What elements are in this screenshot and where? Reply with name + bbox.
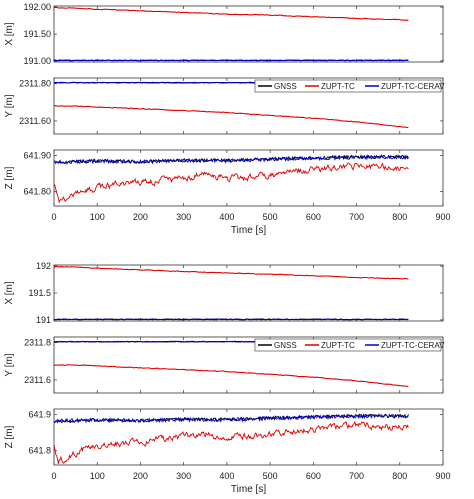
series-line-zupt-tc-cerav	[53, 318, 409, 321]
panel-0-2: 0 100 200 300 400 500 600 700 800 900 641.90 641.80…	[4, 149, 451, 222]
x-tick-label: 600	[306, 471, 321, 481]
y-tick-label: 641.90	[23, 150, 51, 160]
series-line-zupt-tc	[53, 420, 409, 464]
panel-0-1: 2311.80 2311.60 Y [m] GNSS ZUPT-TC ZUPT-TC-CE…	[4, 77, 445, 135]
x-tick-label: 600	[306, 212, 321, 222]
x-tick-label: 300	[176, 471, 191, 481]
y-axis-label: Z [m]	[4, 425, 15, 448]
x-tick-label: 800	[392, 471, 407, 481]
y-tick-label: 192.00	[23, 2, 51, 12]
y-tick-label: 191.5	[28, 288, 51, 298]
y-tick-label: 191	[36, 315, 51, 325]
y-axis-label: X [m]	[4, 281, 15, 305]
legend-entry: ZUPT-TC-CERAV	[381, 341, 445, 350]
y-tick-label: 641.8	[28, 446, 51, 456]
series-line-zupt-tc	[53, 105, 409, 129]
y-tick-label: 2311.6	[24, 375, 51, 385]
legend-entry: GNSS	[274, 82, 297, 91]
x-tick-label: 900	[435, 471, 450, 481]
axes-box	[53, 408, 444, 466]
x-tick-label: 800	[392, 212, 407, 222]
x-tick-label: 100	[90, 471, 105, 481]
legend: GNSS ZUPT-TC ZUPT-TC-CERAV	[254, 79, 445, 93]
y-axis-label: Z [m]	[4, 166, 15, 189]
panel-1-2: 0 100 200 300 400 500 600 700 800 900 641.9 641.8 Z …	[4, 408, 451, 481]
y-tick-label: 2311.60	[19, 116, 51, 126]
x-tick-label: 300	[176, 212, 191, 222]
x-tick-label: 900	[435, 212, 450, 222]
panel-1-0: 192 191.5 191 X [m]	[4, 261, 444, 325]
series-line-zupt-tc	[53, 364, 409, 388]
x-tick-label: 500	[263, 212, 278, 222]
y-tick-label: 2311.80	[19, 79, 51, 89]
series-line-zupt-tc	[53, 162, 409, 204]
series-line-zupt-tc-cerav	[53, 59, 409, 62]
y-tick-label: 192	[36, 261, 51, 271]
axes-box	[53, 5, 444, 63]
legend-entry: ZUPT-TC	[321, 341, 355, 350]
x-tick-label: 200	[133, 212, 148, 222]
x-tick-label: 200	[133, 471, 148, 481]
series-line-zupt-tc	[53, 6, 409, 21]
y-axis-label: Y [m]	[4, 353, 15, 376]
series-line-zupt-tc	[53, 265, 409, 280]
x-tick-label: 100	[90, 212, 105, 222]
x-axis-label: Time [s]	[231, 484, 266, 495]
legend-box	[254, 79, 442, 93]
legend: GNSS ZUPT-TC ZUPT-TC-CERAV	[254, 338, 445, 352]
legend-entry: ZUPT-TC	[321, 82, 355, 91]
y-tick-label: 191.00	[23, 56, 51, 66]
x-axis-label: Time [s]	[231, 225, 266, 236]
y-tick-label: 2311.8	[24, 338, 51, 348]
x-tick-label: 0	[51, 212, 56, 222]
legend-entry: GNSS	[274, 341, 297, 350]
panel-0-0: 192.00 191.50 191.00 X [m]	[4, 2, 444, 66]
legend-box	[254, 338, 442, 352]
x-tick-label: 400	[219, 212, 234, 222]
panel-1-1: 2311.8 2311.6 Y [m] GNSS ZUPT-TC ZUPT-TC-CERA…	[4, 336, 445, 394]
y-axis-label: X [m]	[4, 22, 15, 46]
legend-entry: ZUPT-TC-CERAV	[381, 82, 445, 91]
y-tick-label: 191.50	[23, 29, 51, 39]
axes-box	[53, 264, 444, 322]
y-axis-label: Y [m]	[4, 94, 15, 117]
y-tick-label: 641.9	[28, 409, 51, 419]
series-line-zupt-tc-cerav	[53, 413, 409, 424]
series-line-zupt-tc-cerav	[53, 153, 409, 165]
x-tick-label: 0	[51, 471, 56, 481]
x-tick-label: 500	[263, 471, 278, 481]
x-tick-label: 400	[219, 471, 234, 481]
x-tick-label: 700	[349, 212, 364, 222]
y-tick-label: 641.80	[23, 187, 51, 197]
x-tick-label: 700	[349, 471, 364, 481]
